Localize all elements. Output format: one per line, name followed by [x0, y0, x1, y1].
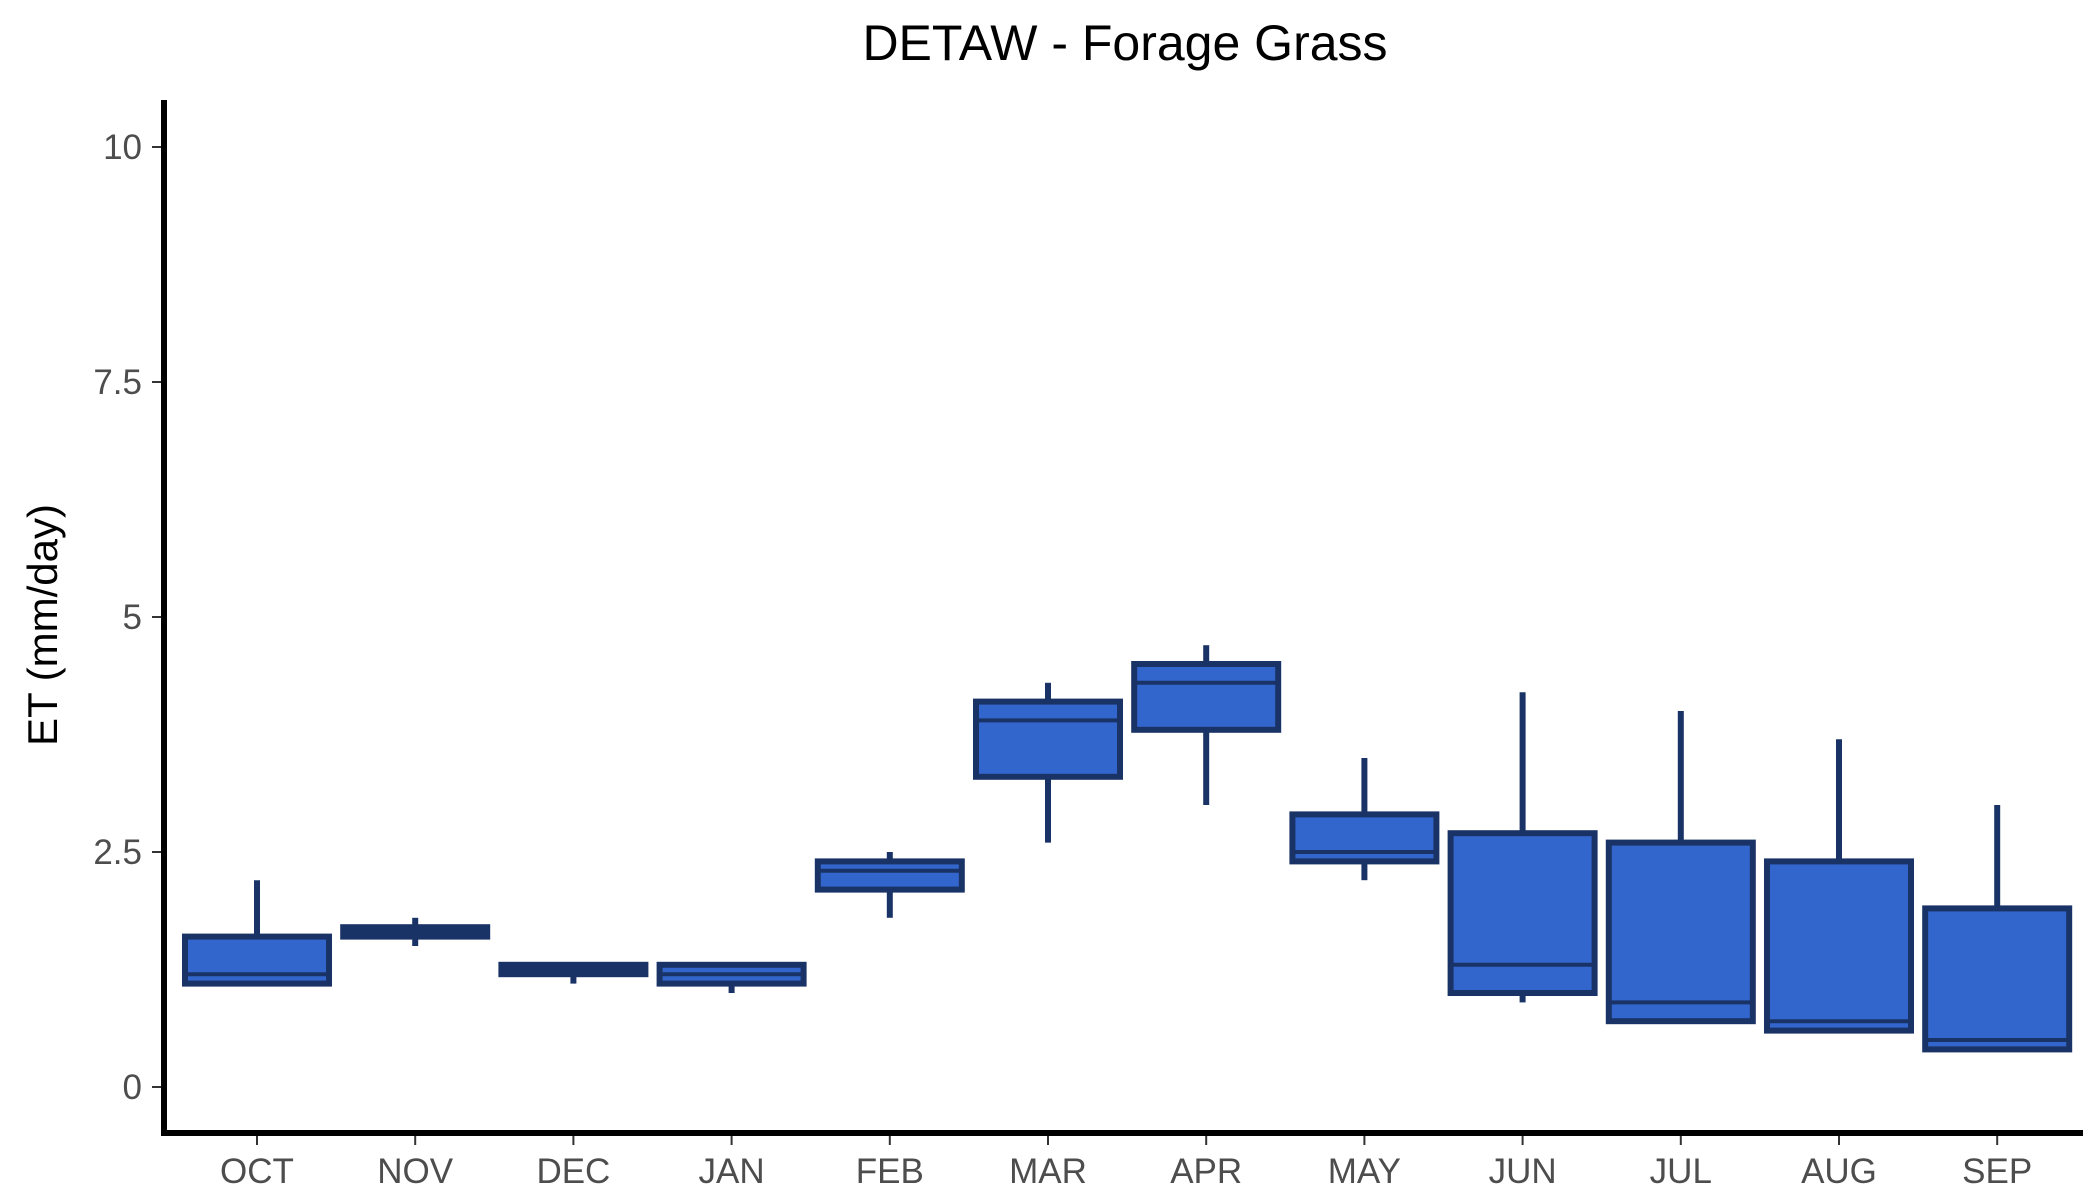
box-may	[1289, 758, 1440, 881]
box-rect	[1289, 811, 1440, 865]
box-rect	[1605, 839, 1756, 1025]
box-aug	[1764, 739, 1914, 1034]
x-tick-label-dec: DEC	[536, 1152, 610, 1191]
box-jul	[1605, 711, 1756, 1025]
box-jun	[1447, 692, 1598, 1003]
box-sep	[1922, 805, 2073, 1053]
box-rect	[1131, 661, 1282, 733]
y-tick-label: 7.5	[93, 363, 142, 402]
y-tick-label: 5	[123, 598, 142, 637]
ticks-layer: OCT NOV DEC JAN FEB MAR APR MAY JUN JUL AUG SEP 0 2.5…	[93, 128, 2032, 1191]
box-rect	[1447, 830, 1598, 997]
x-tick-label-mar: MAR	[1009, 1152, 1087, 1191]
box-rect	[1764, 858, 1914, 1034]
y-axis-label: ET (mm/day)	[19, 504, 66, 746]
x-tick-label-jan: JAN	[699, 1152, 765, 1191]
y-tick-label: 0	[123, 1068, 142, 1107]
y-tick-label: 2.5	[93, 833, 142, 872]
x-tick-label-jun: JUN	[1489, 1152, 1557, 1191]
box-dec	[498, 961, 649, 984]
box-rect	[1922, 905, 2073, 1053]
x-tick-label-aug: AUG	[1801, 1152, 1877, 1191]
x-tick-label-sep: SEP	[1962, 1152, 2032, 1191]
axes-layer	[161, 100, 2083, 1136]
x-tick-label-nov: NOV	[377, 1152, 454, 1191]
box-feb	[814, 852, 965, 918]
x-tick-label-may: MAY	[1328, 1152, 1401, 1191]
y-tick-label: 10	[103, 128, 142, 167]
box-apr	[1131, 645, 1282, 805]
box-oct	[182, 880, 332, 987]
box-jan	[656, 961, 807, 993]
x-tick-label-jul: JUL	[1650, 1152, 1712, 1191]
box-mar	[973, 682, 1123, 843]
x-tick-label-feb: FEB	[856, 1152, 924, 1191]
box-rect	[182, 933, 332, 987]
box-rect	[973, 698, 1123, 780]
box-nov	[340, 917, 491, 946]
boxes-layer	[182, 645, 2073, 1053]
box-rect	[814, 858, 965, 893]
x-tick-label-oct: OCT	[220, 1152, 294, 1191]
chart-title: DETAW - Forage Grass	[862, 15, 1387, 71]
x-tick-label-apr: APR	[1170, 1152, 1242, 1191]
